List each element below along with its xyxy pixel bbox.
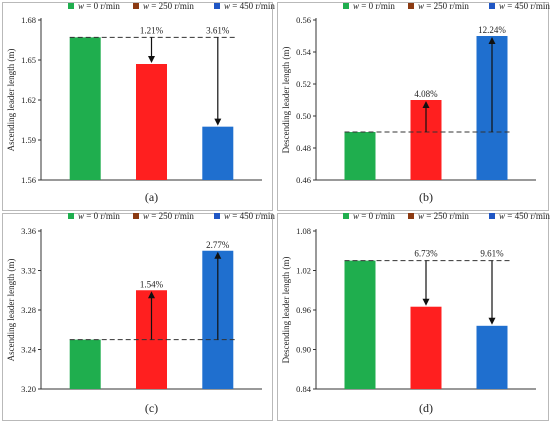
legend-label: w = 0 r/min xyxy=(78,1,120,11)
y-tick-label: 0.56 xyxy=(296,15,311,25)
y-axis-label: Descending leader length (m) xyxy=(281,47,291,154)
legend: w = 0 r/min w = 250 r/min w = 450 r/min xyxy=(68,1,275,11)
y-axis-label: Ascending leader length (m) xyxy=(6,49,16,152)
change-arrow xyxy=(422,260,430,306)
legend-label: w = 250 r/min xyxy=(143,1,194,11)
panel-caption: (a) xyxy=(145,190,158,204)
y-tick-label: 0.46 xyxy=(296,175,311,185)
panel-caption: (b) xyxy=(419,190,433,204)
y-tick-label: 3.36 xyxy=(21,226,36,236)
change-arrow xyxy=(488,37,496,132)
legend-swatch xyxy=(133,213,139,219)
y-axis-label: Ascending leader length (m) xyxy=(6,259,16,362)
legend-swatch xyxy=(408,213,414,219)
y-tick-label: 0.90 xyxy=(296,345,311,355)
panel-c: w = 0 r/min w = 250 r/min w = 450 r/min 3.2… xyxy=(2,211,275,421)
legend-label: w = 450 r/min xyxy=(499,1,550,11)
y-tick-label: 0.84 xyxy=(296,384,312,394)
y-tick-label: 0.52 xyxy=(296,79,311,89)
y-tick-label: 1.08 xyxy=(296,226,311,236)
bar xyxy=(69,37,101,181)
legend-label: w = 450 r/min xyxy=(224,1,275,11)
legend-label: w = 0 r/min xyxy=(78,211,120,221)
change-arrow xyxy=(148,37,155,63)
change-arrow xyxy=(488,260,496,325)
percent-change-label: 9.61% xyxy=(480,249,504,259)
percent-change-label: 1.21% xyxy=(140,25,164,35)
percent-change-label: 4.08% xyxy=(414,89,438,99)
legend-swatch xyxy=(408,3,414,9)
y-tick-label: 1.68 xyxy=(21,15,36,25)
y-tick-label: 3.20 xyxy=(21,384,36,394)
y-tick-label: 1.02 xyxy=(296,266,311,276)
legend-swatch xyxy=(343,3,349,9)
legend-label: w = 0 r/min xyxy=(353,211,395,221)
bar xyxy=(476,325,508,389)
y-tick-label: 0.54 xyxy=(296,47,312,57)
bar xyxy=(344,260,376,389)
percent-change-label: 2.77% xyxy=(206,240,230,250)
percent-change-label: 1.54% xyxy=(140,279,164,289)
percent-change-label: 6.73% xyxy=(414,249,438,259)
change-arrow xyxy=(214,251,222,340)
legend-label: w = 0 r/min xyxy=(353,1,395,11)
legend-label: w = 250 r/min xyxy=(418,211,469,221)
y-tick-label: 0.48 xyxy=(296,143,311,153)
y-tick-label: 3.32 xyxy=(21,266,36,276)
panel-caption: (c) xyxy=(145,401,158,415)
change-arrow xyxy=(422,101,430,132)
legend-swatch xyxy=(68,213,74,219)
percent-change-label: 12.24% xyxy=(478,25,506,35)
legend-label: w = 250 r/min xyxy=(418,1,469,11)
y-tick-label: 3.28 xyxy=(21,305,36,315)
bar xyxy=(69,339,101,389)
panel-d: w = 0 r/min w = 250 r/min w = 450 r/min 0.8… xyxy=(277,211,550,421)
legend-label: w = 450 r/min xyxy=(224,211,275,221)
panel-a: w = 0 r/min w = 250 r/min w = 450 r/min 1.5… xyxy=(2,1,275,211)
change-arrow xyxy=(148,291,155,340)
percent-change-label: 3.61% xyxy=(206,25,230,35)
legend-label: w = 250 r/min xyxy=(143,211,194,221)
legend-swatch xyxy=(214,3,220,9)
legend-swatch xyxy=(343,213,349,219)
legend: w = 0 r/min w = 250 r/min w = 450 r/min xyxy=(343,1,550,11)
legend-swatch xyxy=(214,213,220,219)
y-tick-label: 3.24 xyxy=(21,345,37,355)
legend-swatch xyxy=(133,3,139,9)
bar xyxy=(344,132,376,180)
legend: w = 0 r/min w = 250 r/min w = 450 r/min xyxy=(343,211,550,221)
panel-frame xyxy=(2,2,273,211)
y-tick-label: 1.62 xyxy=(21,95,36,105)
y-axis-label: Descending leader length (m) xyxy=(281,257,291,364)
panel-frame xyxy=(277,2,549,211)
panel-b: w = 0 r/min w = 250 r/min w = 450 r/min 0.4… xyxy=(277,1,550,211)
y-tick-label: 1.56 xyxy=(21,175,36,185)
legend-swatch xyxy=(489,3,495,9)
change-arrow xyxy=(214,37,222,126)
legend: w = 0 r/min w = 250 r/min w = 450 r/min xyxy=(68,211,275,221)
y-tick-label: 0.96 xyxy=(296,305,311,315)
legend-swatch xyxy=(489,213,495,219)
y-tick-label: 1.65 xyxy=(21,55,36,65)
y-tick-label: 1.59 xyxy=(21,135,36,145)
legend-label: w = 450 r/min xyxy=(499,211,550,221)
bar xyxy=(410,306,442,389)
legend-swatch xyxy=(68,3,74,9)
bar xyxy=(136,64,167,180)
panel-caption: (d) xyxy=(419,401,433,415)
bar xyxy=(202,126,234,180)
y-tick-label: 0.50 xyxy=(296,111,311,121)
